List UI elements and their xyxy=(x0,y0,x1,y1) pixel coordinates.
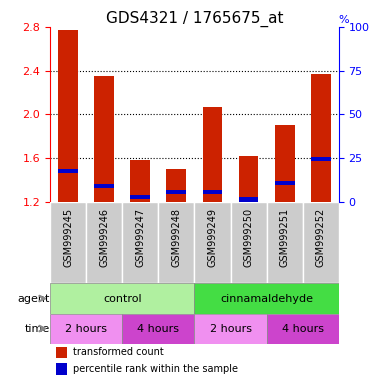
Bar xyxy=(122,202,158,283)
Text: GSM999247: GSM999247 xyxy=(135,208,145,267)
Text: GSM999245: GSM999245 xyxy=(63,208,73,267)
Text: GSM999250: GSM999250 xyxy=(244,208,254,267)
Bar xyxy=(166,169,186,202)
Bar xyxy=(131,160,150,202)
Bar xyxy=(311,157,331,161)
Bar xyxy=(50,202,86,283)
Bar xyxy=(311,74,331,202)
Bar xyxy=(58,169,78,173)
Bar xyxy=(203,190,223,194)
Bar xyxy=(166,190,186,194)
Text: GSM999249: GSM999249 xyxy=(208,208,218,267)
Text: 2 hours: 2 hours xyxy=(209,324,251,334)
Bar xyxy=(194,313,266,344)
Text: GSM999251: GSM999251 xyxy=(280,208,290,267)
Bar xyxy=(56,363,67,375)
Bar xyxy=(50,283,194,313)
Text: cinnamaldehyde: cinnamaldehyde xyxy=(220,293,313,303)
Bar xyxy=(239,156,258,202)
Bar xyxy=(94,184,114,189)
Bar xyxy=(50,313,122,344)
Bar xyxy=(303,202,339,283)
Text: GSM999246: GSM999246 xyxy=(99,208,109,267)
Text: percentile rank within the sample: percentile rank within the sample xyxy=(73,364,238,374)
Bar xyxy=(94,76,114,202)
Bar xyxy=(194,283,339,313)
Text: GSM999248: GSM999248 xyxy=(171,208,181,267)
Bar xyxy=(203,107,223,202)
Text: control: control xyxy=(103,293,142,303)
Bar xyxy=(231,202,266,283)
Bar xyxy=(131,195,150,199)
Bar xyxy=(266,202,303,283)
Title: GDS4321 / 1765675_at: GDS4321 / 1765675_at xyxy=(105,11,283,27)
Bar xyxy=(86,202,122,283)
Bar xyxy=(158,202,194,283)
Bar xyxy=(275,181,295,185)
Text: %: % xyxy=(339,15,350,25)
Bar xyxy=(266,313,339,344)
Text: 4 hours: 4 hours xyxy=(282,324,324,334)
Bar xyxy=(56,347,67,358)
Bar xyxy=(194,202,231,283)
Bar xyxy=(122,313,194,344)
Bar xyxy=(58,30,78,202)
Text: 4 hours: 4 hours xyxy=(137,324,179,334)
Text: time: time xyxy=(25,324,50,334)
Text: GSM999252: GSM999252 xyxy=(316,208,326,267)
Bar xyxy=(275,125,295,202)
Bar xyxy=(239,197,258,202)
Text: 2 hours: 2 hours xyxy=(65,324,107,334)
Text: agent: agent xyxy=(18,293,50,303)
Text: transformed count: transformed count xyxy=(73,348,164,358)
